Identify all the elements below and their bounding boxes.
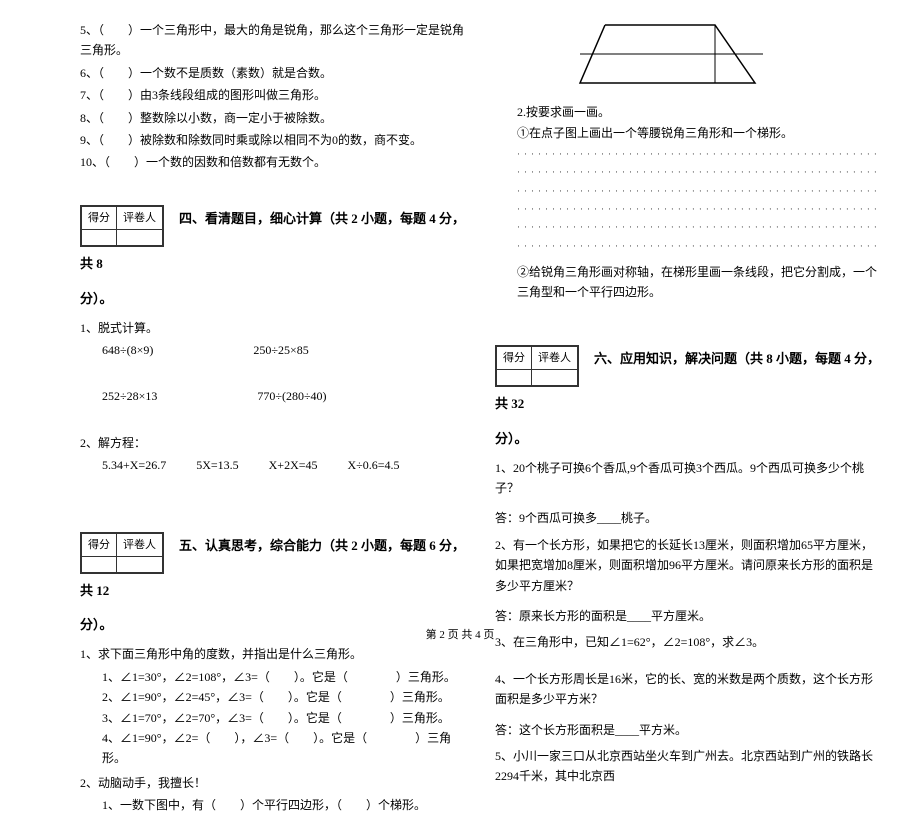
angle-question: 1、∠1=30°，∠2=108°，∠3=（ ）。它是（ ）三角形。: [102, 667, 465, 687]
score-label: 得分: [497, 346, 532, 370]
calc-row: 252÷28×13 770÷(280÷40): [102, 386, 465, 406]
score-box: 得分 评卷人: [80, 532, 164, 575]
judgment-item: 8、（ ）整数除以小数，商一定小于被除数。: [80, 108, 465, 128]
equation: X÷0.6=4.5: [348, 455, 400, 475]
dot-row: ········································…: [517, 202, 880, 217]
page-container: 5、（ ）一个三角形中，最大的角是锐角，那么这个三角形一定是锐角三角形。 6、（…: [0, 0, 920, 620]
judgment-item: 9、（ ）被除数和除数同时乘或除以相同不为0的数，商不变。: [80, 130, 465, 150]
section-5-header: 得分 评卷人 五、认真思考，综合能力（共 2 小题，每题 6 分，共 12: [80, 514, 465, 603]
calc-label: 1、脱式计算。: [80, 318, 465, 338]
section-6-header: 得分 评卷人 六、应用知识，解决问题（共 8 小题，每题 4 分，共 32: [495, 327, 880, 416]
judgment-item: 5、（ ）一个三角形中，最大的角是锐角，那么这个三角形一定是锐角三角形。: [80, 20, 465, 61]
draw-label: 2.按要求画一画。: [517, 102, 880, 122]
dot-row: ········································…: [517, 220, 880, 235]
grader-label: 评卷人: [117, 533, 163, 557]
judgment-item: 6、（ ）一个数不是质数（素数）就是合数。: [80, 63, 465, 83]
dot-grid: ········································…: [517, 147, 880, 254]
trapezoid-diagram: [575, 20, 765, 88]
calc-expr: 648÷(8×9): [102, 340, 153, 360]
answer-line: 答：这个长方形面积是____平方米。: [495, 720, 880, 740]
equation: 5.34+X=26.7: [102, 455, 166, 475]
dot-row: ········································…: [517, 147, 880, 162]
answer-line: 答：9个西瓜可换多____桃子。: [495, 508, 880, 528]
answer-line: 答：原来长方形的面积是____平方厘米。: [495, 606, 880, 626]
dot-row: ········································…: [517, 184, 880, 199]
section-6-fen: 分）。: [495, 428, 880, 450]
grader-label: 评卷人: [117, 206, 163, 230]
equation: X+2X=45: [269, 455, 318, 475]
calc-expr: 252÷28×13: [102, 386, 157, 406]
word-problem: 2、有一个长方形，如果把它的长延长13厘米，则面积增加65平方厘米，如果把宽增加…: [495, 535, 880, 596]
calc-expr: 770÷(280÷40): [257, 386, 326, 406]
judgment-item: 7、（ ）由3条线段组成的图形叫做三角形。: [80, 85, 465, 105]
dot-row: ········································…: [517, 165, 880, 180]
angles-label: 1、求下面三角形中角的度数，并指出是什么三角形。: [80, 644, 465, 664]
word-problem: 5、小川一家三口从北京西站坐火车到广州去。北京西站到广州的铁路长2294千米，其…: [495, 746, 880, 787]
section-4-header: 得分 评卷人 四、看清题目，细心计算（共 2 小题，每题 4 分，共 8: [80, 187, 465, 276]
left-column: 5、（ ）一个三角形中，最大的角是锐角，那么这个三角形一定是锐角三角形。 6、（…: [80, 20, 480, 610]
draw-instruction-1: ①在点子图上画出一个等腰锐角三角形和一个梯形。: [517, 123, 880, 143]
angle-question: 2、∠1=90°，∠2=45°，∠3=（ ）。它是（ ）三角形。: [102, 687, 465, 707]
draw-instruction-2: ②给锐角三角形画对称轴，在梯形里画一条线段，把它分割成，一个三角型和一个平行四边…: [517, 262, 880, 303]
equation-row: 5.34+X=26.7 5X=13.5 X+2X=45 X÷0.6=4.5: [102, 455, 465, 475]
score-box: 得分 评卷人: [495, 345, 579, 388]
calc-row: 648÷(8×9) 250÷25×85: [102, 340, 465, 360]
word-problem: 4、一个长方形周长是16米，它的长、宽的米数是两个质数，这个长方形面积是多少平方…: [495, 669, 880, 710]
right-column: 2.按要求画一画。 ①在点子图上画出一个等腰锐角三角形和一个梯形。 ······…: [480, 20, 880, 610]
score-label: 得分: [82, 206, 117, 230]
grader-label: 评卷人: [532, 346, 578, 370]
section-4-fen: 分）。: [80, 288, 465, 310]
judgment-item: 10、（ ）一个数的因数和倍数都有无数个。: [80, 152, 465, 172]
count-shapes-question: 1、一数下图中，有（ ）个平行四边形，（ ）个梯形。: [102, 795, 465, 815]
calc-expr: 250÷25×85: [253, 340, 308, 360]
equation: 5X=13.5: [196, 455, 238, 475]
score-box: 得分 评卷人: [80, 205, 164, 248]
angle-question: 4、∠1=90°，∠2=（ ），∠3=（ ）。它是（ ）三角形。: [102, 728, 465, 769]
page-footer: 第 2 页 共 4 页: [0, 626, 920, 642]
word-problem: 1、20个桃子可换6个香瓜,9个香瓜可换3个西瓜。9个西瓜可换多少个桃子？: [495, 458, 880, 499]
dot-row: ········································…: [517, 239, 880, 254]
hands-on-label: 2、动脑动手，我擅长！: [80, 773, 465, 793]
equation-label: 2、解方程：: [80, 433, 465, 453]
angle-question: 3、∠1=70°，∠2=70°，∠3=（ ）。它是（ ）三角形。: [102, 708, 465, 728]
score-label: 得分: [82, 533, 117, 557]
